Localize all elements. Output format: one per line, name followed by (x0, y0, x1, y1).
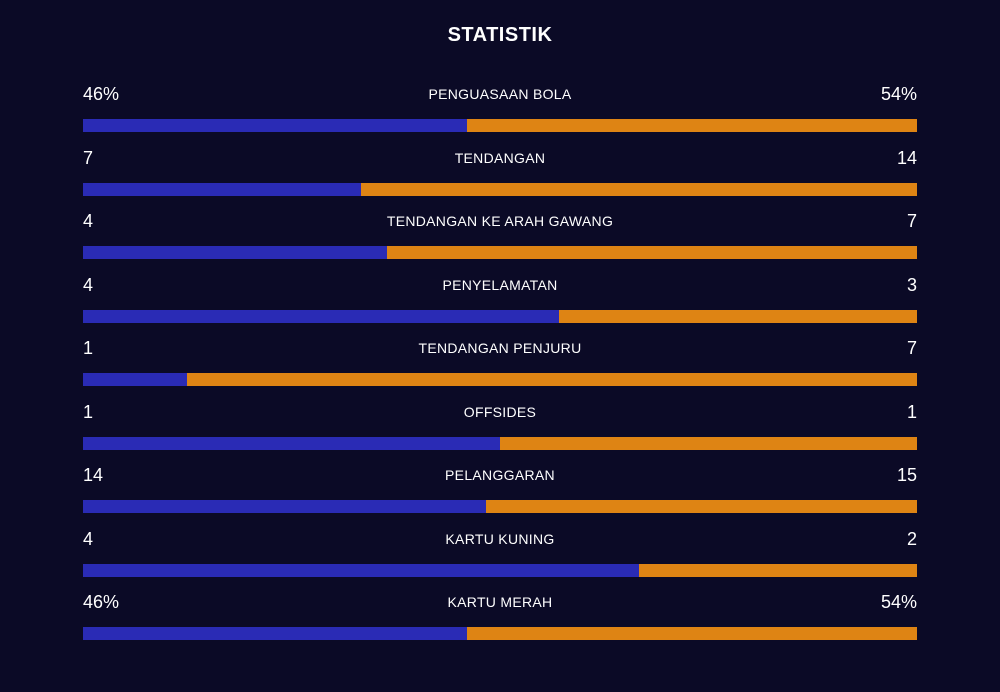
stat-home-value: 1 (83, 401, 94, 422)
stat-home-value: 7 (83, 147, 94, 168)
stat-bar (83, 119, 917, 132)
stat-header: 7 TENDANGAN 14 (83, 144, 917, 172)
stat-away-value: 54% (880, 592, 917, 612)
stat-bar-away (559, 309, 917, 323)
stat-bar-home (83, 182, 361, 196)
stat-label: PENYELAMATAN (442, 276, 558, 293)
stat-home-value: 14 (83, 465, 104, 485)
stat-header: 14 PELANGGARAN 15 (83, 461, 917, 489)
stat-label: PELANGGARAN (445, 467, 555, 483)
stat-away-value: 2 (906, 528, 917, 549)
stat-row: 4 TENDANGAN KE ARAH GAWANG 7 (83, 207, 917, 271)
stat-bar-home (83, 246, 387, 259)
stat-bar-home (83, 500, 486, 513)
stat-header: 1 TENDANGAN PENJURU 7 (83, 334, 917, 362)
stat-bar-away (386, 246, 917, 259)
stat-bar (83, 627, 917, 640)
stat-label: TENDANGAN (454, 149, 546, 166)
stat-bar (83, 563, 917, 577)
stat-bar-away (466, 627, 917, 640)
stat-away-value: 7 (906, 211, 917, 231)
stat-away-value: 3 (906, 274, 917, 295)
stat-bar-away (187, 373, 917, 386)
stat-header: 46% KARTU MERAH 54% (83, 588, 917, 616)
stat-row: 46% PENGUASAAN BOLA 54% (83, 80, 917, 144)
stat-bar (83, 436, 917, 450)
stat-home-value: 46% (83, 84, 120, 104)
stat-bar-away (485, 500, 917, 513)
stats-title: STATISTIK (447, 24, 553, 46)
stat-row: 4 PENYELAMATAN 3 (83, 271, 917, 335)
stat-row: 1 OFFSIDES 1 (83, 398, 917, 462)
stat-bar-away (500, 436, 917, 450)
stat-bar-home (83, 309, 560, 323)
stats-list: 46% PENGUASAAN BOLA 54% 7 TENDANGAN 14 4… (83, 80, 917, 652)
stat-row: 46% KARTU MERAH 54% (83, 588, 917, 652)
stat-bar (83, 182, 917, 196)
stat-row: 4 KARTU KUNING 2 (83, 525, 917, 589)
stat-bar-home (83, 119, 467, 132)
stat-bar-home (83, 563, 640, 577)
stat-row: 7 TENDANGAN 14 (83, 144, 917, 208)
stat-away-value: 1 (906, 401, 917, 422)
stat-header: 4 TENDANGAN KE ARAH GAWANG 7 (83, 207, 917, 235)
stat-label: TENDANGAN KE ARAH GAWANG (386, 213, 614, 229)
stat-label: KARTU MERAH (447, 594, 553, 610)
stat-row: 14 PELANGGARAN 15 (83, 461, 917, 525)
stat-bar (83, 500, 917, 513)
stat-bar (83, 373, 917, 386)
stat-home-value: 1 (83, 338, 94, 358)
stat-bar-home (83, 436, 500, 450)
stat-bar-home (83, 627, 467, 640)
stat-home-value: 4 (83, 211, 94, 231)
stat-bar-away (466, 119, 917, 132)
stat-away-value: 7 (906, 338, 917, 358)
stat-away-value: 14 (896, 147, 917, 168)
stat-header: 4 PENYELAMATAN 3 (83, 271, 917, 299)
stat-row: 1 TENDANGAN PENJURU 7 (83, 334, 917, 398)
stat-bar-away (360, 182, 917, 196)
stat-home-value: 4 (83, 274, 94, 295)
stat-home-value: 46% (83, 592, 120, 612)
stat-bar (83, 309, 917, 323)
stat-away-value: 15 (896, 465, 917, 485)
stat-header: 46% PENGUASAAN BOLA 54% (83, 80, 917, 108)
stat-bar-home (83, 373, 188, 386)
stat-header: 4 KARTU KUNING 2 (83, 525, 917, 553)
stat-label: PENGUASAAN BOLA (428, 86, 572, 102)
stat-label: KARTU KUNING (445, 530, 555, 547)
stat-bar (83, 246, 917, 259)
stat-home-value: 4 (83, 528, 94, 549)
stat-away-value: 54% (880, 84, 917, 104)
stat-label: OFFSIDES (463, 403, 537, 420)
stat-label: TENDANGAN PENJURU (418, 340, 582, 356)
stat-bar-away (639, 563, 917, 577)
stat-header: 1 OFFSIDES 1 (83, 398, 917, 426)
